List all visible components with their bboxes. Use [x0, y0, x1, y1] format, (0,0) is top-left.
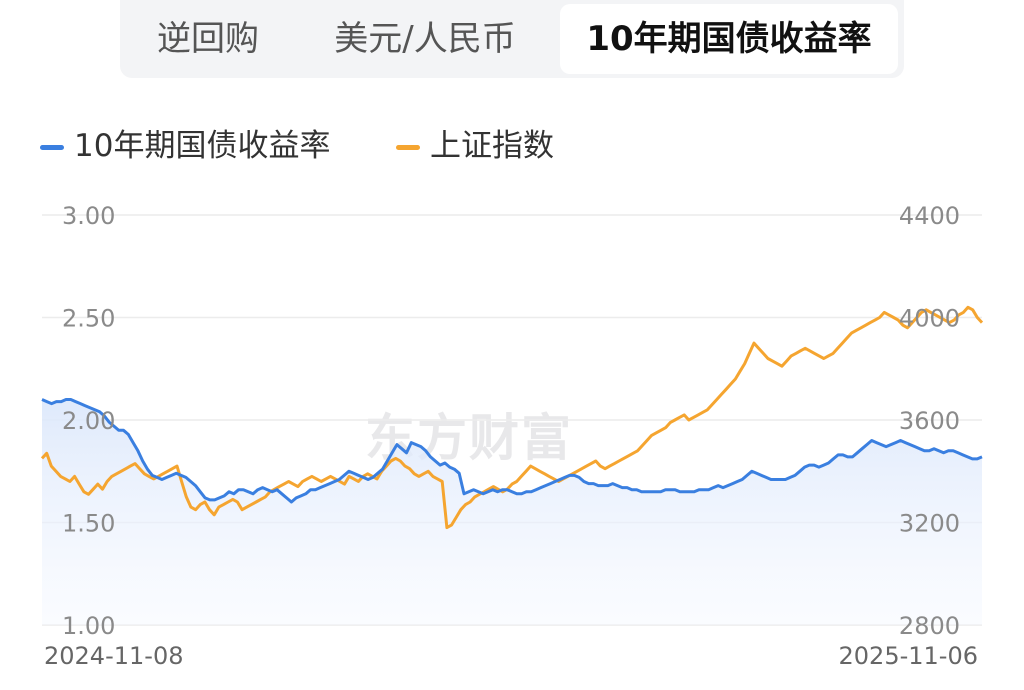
y-right-tick-label: 3200 — [899, 510, 960, 538]
bond-area — [42, 399, 982, 625]
y-left-tick-label: 1.00 — [62, 612, 115, 640]
tab-10y-bond-yield[interactable]: 10年期国债收益率 — [560, 4, 898, 74]
legend-item-bond[interactable]: 10年期国债收益率 — [40, 122, 330, 170]
y-right-tick-label: 4400 — [899, 202, 960, 230]
y-right-tick-label: 2800 — [899, 612, 960, 640]
y-left-tick-label: 3.00 — [62, 202, 115, 230]
legend-swatch-index — [396, 145, 420, 150]
y-right-tick-label: 4000 — [899, 305, 960, 333]
legend-swatch-bond — [40, 145, 64, 150]
y-left-tick-label: 1.50 — [62, 510, 115, 538]
indicator-tabs: 逆回购 美元/人民币 10年期国债收益率 — [120, 0, 904, 78]
y-left-tick-label: 2.00 — [62, 407, 115, 435]
legend-label-bond: 10年期国债收益率 — [74, 128, 331, 164]
tab-usd-cny[interactable]: 美元/人民币 — [334, 19, 516, 59]
y-left-tick-label: 2.50 — [62, 305, 115, 333]
x-axis-end-date: 2025-11-06 — [838, 642, 978, 670]
series-line-bond — [41, 398, 983, 504]
series-line-index — [40, 305, 984, 530]
tab-reverse-repo[interactable]: 逆回购 — [157, 19, 259, 59]
legend-label-index: 上证指数 — [430, 128, 554, 164]
y-right-tick-label: 3600 — [899, 407, 960, 435]
x-axis-start-date: 2024-11-08 — [44, 642, 184, 670]
legend-item-index[interactable]: 上证指数 — [396, 122, 554, 170]
